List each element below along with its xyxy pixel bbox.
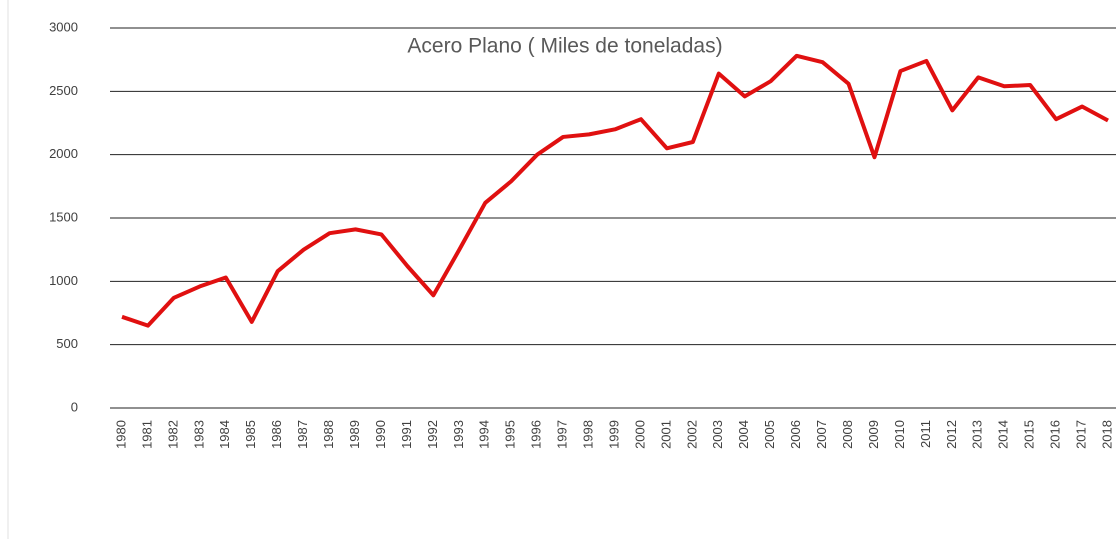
x-tick-label: 1994 bbox=[477, 420, 492, 449]
x-tick-label: 1997 bbox=[555, 420, 570, 449]
y-tick-label: 1000 bbox=[49, 273, 78, 288]
x-tick-label: 2011 bbox=[918, 420, 933, 448]
x-tick-label: 1995 bbox=[503, 420, 518, 449]
x-tick-label: 1985 bbox=[243, 420, 258, 449]
x-tick-label: 2006 bbox=[788, 420, 803, 449]
x-tick-label: 1988 bbox=[321, 420, 336, 449]
x-tick-label: 2012 bbox=[944, 420, 959, 449]
x-tick-label: 2000 bbox=[632, 420, 647, 449]
x-tick-label: 1993 bbox=[451, 420, 466, 449]
x-tick-label: 2015 bbox=[1022, 420, 1037, 449]
x-tick-label: 1996 bbox=[529, 420, 544, 449]
x-tick-label: 2008 bbox=[840, 420, 855, 449]
x-tick-label: 2013 bbox=[970, 420, 985, 449]
x-tick-label: 2009 bbox=[866, 420, 881, 449]
x-tick-label: 1984 bbox=[217, 420, 232, 449]
x-tick-label: 2010 bbox=[892, 420, 907, 449]
x-tick-label: 1998 bbox=[580, 420, 595, 449]
x-tick-label: 1983 bbox=[191, 420, 206, 449]
x-tick-label: 2002 bbox=[684, 420, 699, 449]
y-tick-label: 2500 bbox=[49, 83, 78, 98]
y-tick-label: 500 bbox=[56, 336, 78, 351]
x-tick-label: 2017 bbox=[1073, 420, 1088, 449]
y-tick-label: 3000 bbox=[49, 19, 78, 34]
x-tick-label: 2001 bbox=[658, 420, 673, 449]
x-tick-label: 1986 bbox=[269, 420, 284, 449]
x-tick-label: 2003 bbox=[710, 420, 725, 449]
x-tick-label: 1981 bbox=[139, 420, 154, 449]
x-tick-label: 1980 bbox=[113, 420, 128, 449]
x-tick-label: 1989 bbox=[347, 420, 362, 449]
y-tick-label: 2000 bbox=[49, 146, 78, 161]
x-tick-label: 1992 bbox=[425, 420, 440, 449]
x-tick-label: 2005 bbox=[762, 420, 777, 449]
y-tick-label: 1500 bbox=[49, 209, 78, 224]
x-tick-label: 1999 bbox=[606, 420, 621, 449]
line-series bbox=[121, 53, 1109, 328]
y-tick-label: 0 bbox=[71, 399, 78, 414]
x-tick-label: 2016 bbox=[1048, 420, 1063, 449]
chart-title: Acero Plano ( Miles de toneladas) bbox=[407, 35, 722, 58]
x-tick-label: 2007 bbox=[814, 420, 829, 449]
x-tick-label: 2014 bbox=[996, 420, 1011, 449]
x-tick-label: 1982 bbox=[165, 420, 180, 449]
x-tick-label: 1987 bbox=[295, 420, 310, 449]
x-tick-label: 1991 bbox=[399, 420, 414, 449]
x-tick-label: 1990 bbox=[373, 420, 388, 449]
x-tick-label: 2018 bbox=[1099, 420, 1114, 449]
x-tick-label: 2004 bbox=[736, 420, 751, 449]
